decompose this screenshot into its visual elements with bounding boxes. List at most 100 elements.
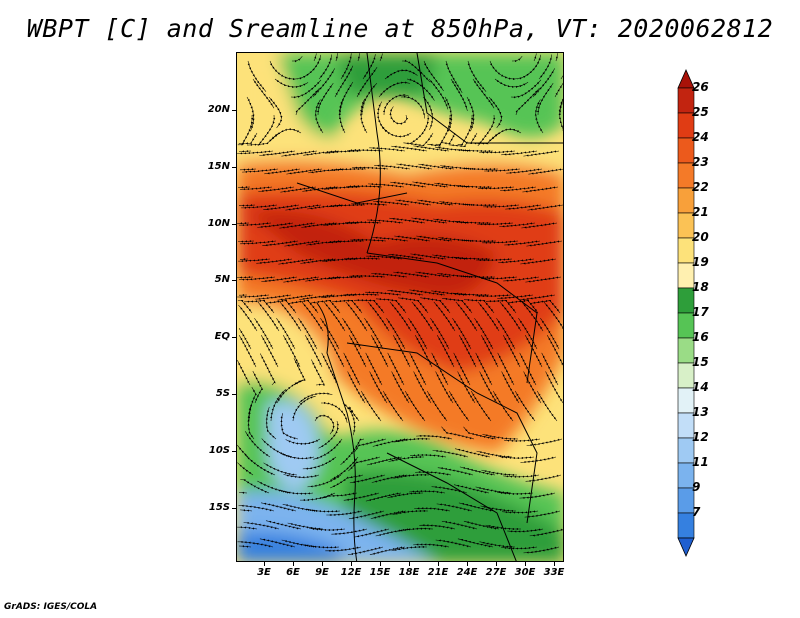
lon-tick-label: 27E <box>485 567 507 578</box>
lon-tick-mark <box>409 562 410 566</box>
lat-tick-label: 15N <box>207 160 230 172</box>
streamline <box>347 371 366 404</box>
streamline <box>334 65 354 98</box>
streamline <box>404 390 426 422</box>
streamline <box>526 438 563 447</box>
colorbar-label: 24 <box>692 130 709 144</box>
lat-tick-mark <box>232 507 236 509</box>
streamline <box>323 301 346 332</box>
streamline <box>389 301 412 332</box>
colorbar-label: 9 <box>692 480 701 494</box>
colorbar-label: 14 <box>692 380 709 394</box>
lat-tick-label: EQ <box>214 331 230 343</box>
streamline <box>379 53 383 62</box>
streamline <box>380 123 412 138</box>
streamline <box>269 128 302 142</box>
streamline <box>489 60 519 81</box>
streamline <box>450 78 468 111</box>
streamline <box>521 222 558 229</box>
streamline <box>422 96 434 131</box>
streamline <box>523 371 542 404</box>
lat-tick-mark <box>232 450 236 452</box>
streamline <box>436 335 455 368</box>
lon-tick-mark <box>264 562 265 566</box>
streamline <box>516 54 542 80</box>
streamline <box>313 438 343 460</box>
streamline <box>400 95 426 119</box>
streamline <box>338 98 346 134</box>
streamline <box>263 462 298 476</box>
streamline <box>296 54 322 80</box>
streamline <box>529 528 563 537</box>
streamline <box>265 406 277 440</box>
streamline <box>534 99 544 134</box>
streamline <box>311 359 325 387</box>
streamline <box>492 390 514 422</box>
streamline <box>348 406 360 422</box>
streamline <box>435 371 454 404</box>
colorbar-label: 19 <box>692 255 709 269</box>
temperature-fill <box>237 53 563 561</box>
streamline <box>293 358 306 386</box>
streamline <box>279 301 302 332</box>
streamlines <box>237 53 563 556</box>
streamline <box>378 81 411 98</box>
streamline <box>543 301 563 330</box>
streamline <box>521 301 544 332</box>
streamline <box>313 53 317 62</box>
streamline <box>413 371 432 404</box>
streamline <box>519 294 556 301</box>
streamline <box>524 510 561 518</box>
streamline <box>489 128 522 142</box>
lat-tick-label: 20N <box>207 104 230 115</box>
lon-tick-mark <box>438 562 439 566</box>
lon-tick-mark <box>380 562 381 566</box>
streamline <box>301 301 324 332</box>
lat-tick-mark <box>232 280 236 282</box>
streamline <box>528 168 563 175</box>
footer-credit: GrADS: IGES/COLA <box>4 602 98 612</box>
streamline <box>480 335 499 368</box>
lon-tick-label: 30E <box>514 567 536 578</box>
lon-tick-label: 9E <box>315 567 329 578</box>
streamline <box>269 60 299 81</box>
streamline <box>426 390 448 422</box>
streamline <box>314 99 324 134</box>
streamline <box>523 546 560 554</box>
lon-tick-mark <box>322 562 323 566</box>
streamline <box>501 371 520 404</box>
lon-tick-mark <box>554 562 555 566</box>
lon-tick-label: 12E <box>340 567 362 578</box>
streamline <box>389 106 409 125</box>
streamline <box>367 301 390 332</box>
streamline <box>536 390 558 422</box>
streamline <box>502 335 521 368</box>
colorbar-label: 20 <box>692 230 709 244</box>
streamline <box>479 371 498 404</box>
streamline <box>524 335 543 368</box>
streamline <box>252 370 264 404</box>
streamline <box>525 276 562 283</box>
streamline <box>470 390 492 422</box>
streamline <box>433 301 456 332</box>
streamline <box>499 301 522 332</box>
streamline <box>514 390 536 422</box>
colorbar-label: 25 <box>692 105 709 119</box>
streamline <box>526 240 563 247</box>
lon-tick-label: 33E <box>543 567 565 578</box>
streamline <box>335 53 338 62</box>
colorbar-label: 18 <box>692 280 709 294</box>
streamline <box>257 301 280 332</box>
streamline <box>411 301 434 332</box>
streamline <box>237 359 251 386</box>
lon-tick-label: 21E <box>427 567 449 578</box>
lon-tick-mark <box>467 562 468 566</box>
colorbar-label: 15 <box>692 355 709 369</box>
colorbar-min-triangle <box>677 537 695 557</box>
colorbar-label: 22 <box>692 180 709 194</box>
lon-tick-mark <box>293 562 294 566</box>
lon-tick-label: 3E <box>257 567 271 578</box>
streamline <box>391 371 410 404</box>
streamline <box>558 98 563 131</box>
streamline <box>292 395 316 422</box>
